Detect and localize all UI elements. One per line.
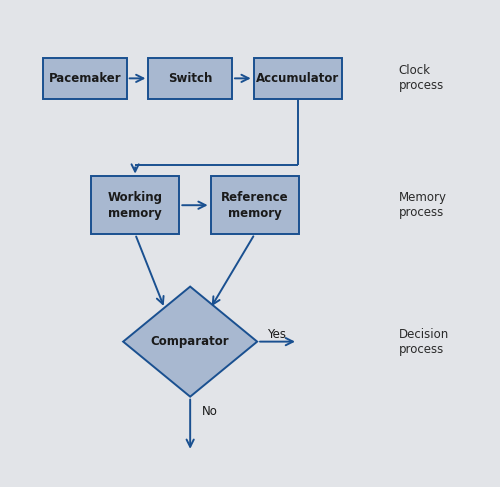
FancyBboxPatch shape — [43, 58, 126, 99]
Polygon shape — [123, 286, 257, 397]
FancyBboxPatch shape — [148, 58, 232, 99]
FancyBboxPatch shape — [210, 176, 299, 234]
Text: Accumulator: Accumulator — [256, 72, 340, 85]
Text: Decision
process: Decision process — [398, 328, 448, 356]
Text: Memory
process: Memory process — [398, 191, 446, 219]
Text: Yes: Yes — [267, 328, 286, 341]
Text: Comparator: Comparator — [151, 335, 230, 348]
FancyBboxPatch shape — [254, 58, 342, 99]
Text: No: No — [202, 406, 218, 418]
Text: Switch: Switch — [168, 72, 212, 85]
Text: Clock
process: Clock process — [398, 64, 444, 93]
FancyBboxPatch shape — [91, 176, 180, 234]
Text: Pacemaker: Pacemaker — [48, 72, 121, 85]
Text: Reference
memory: Reference memory — [221, 191, 288, 220]
Text: Working
memory: Working memory — [108, 191, 162, 220]
